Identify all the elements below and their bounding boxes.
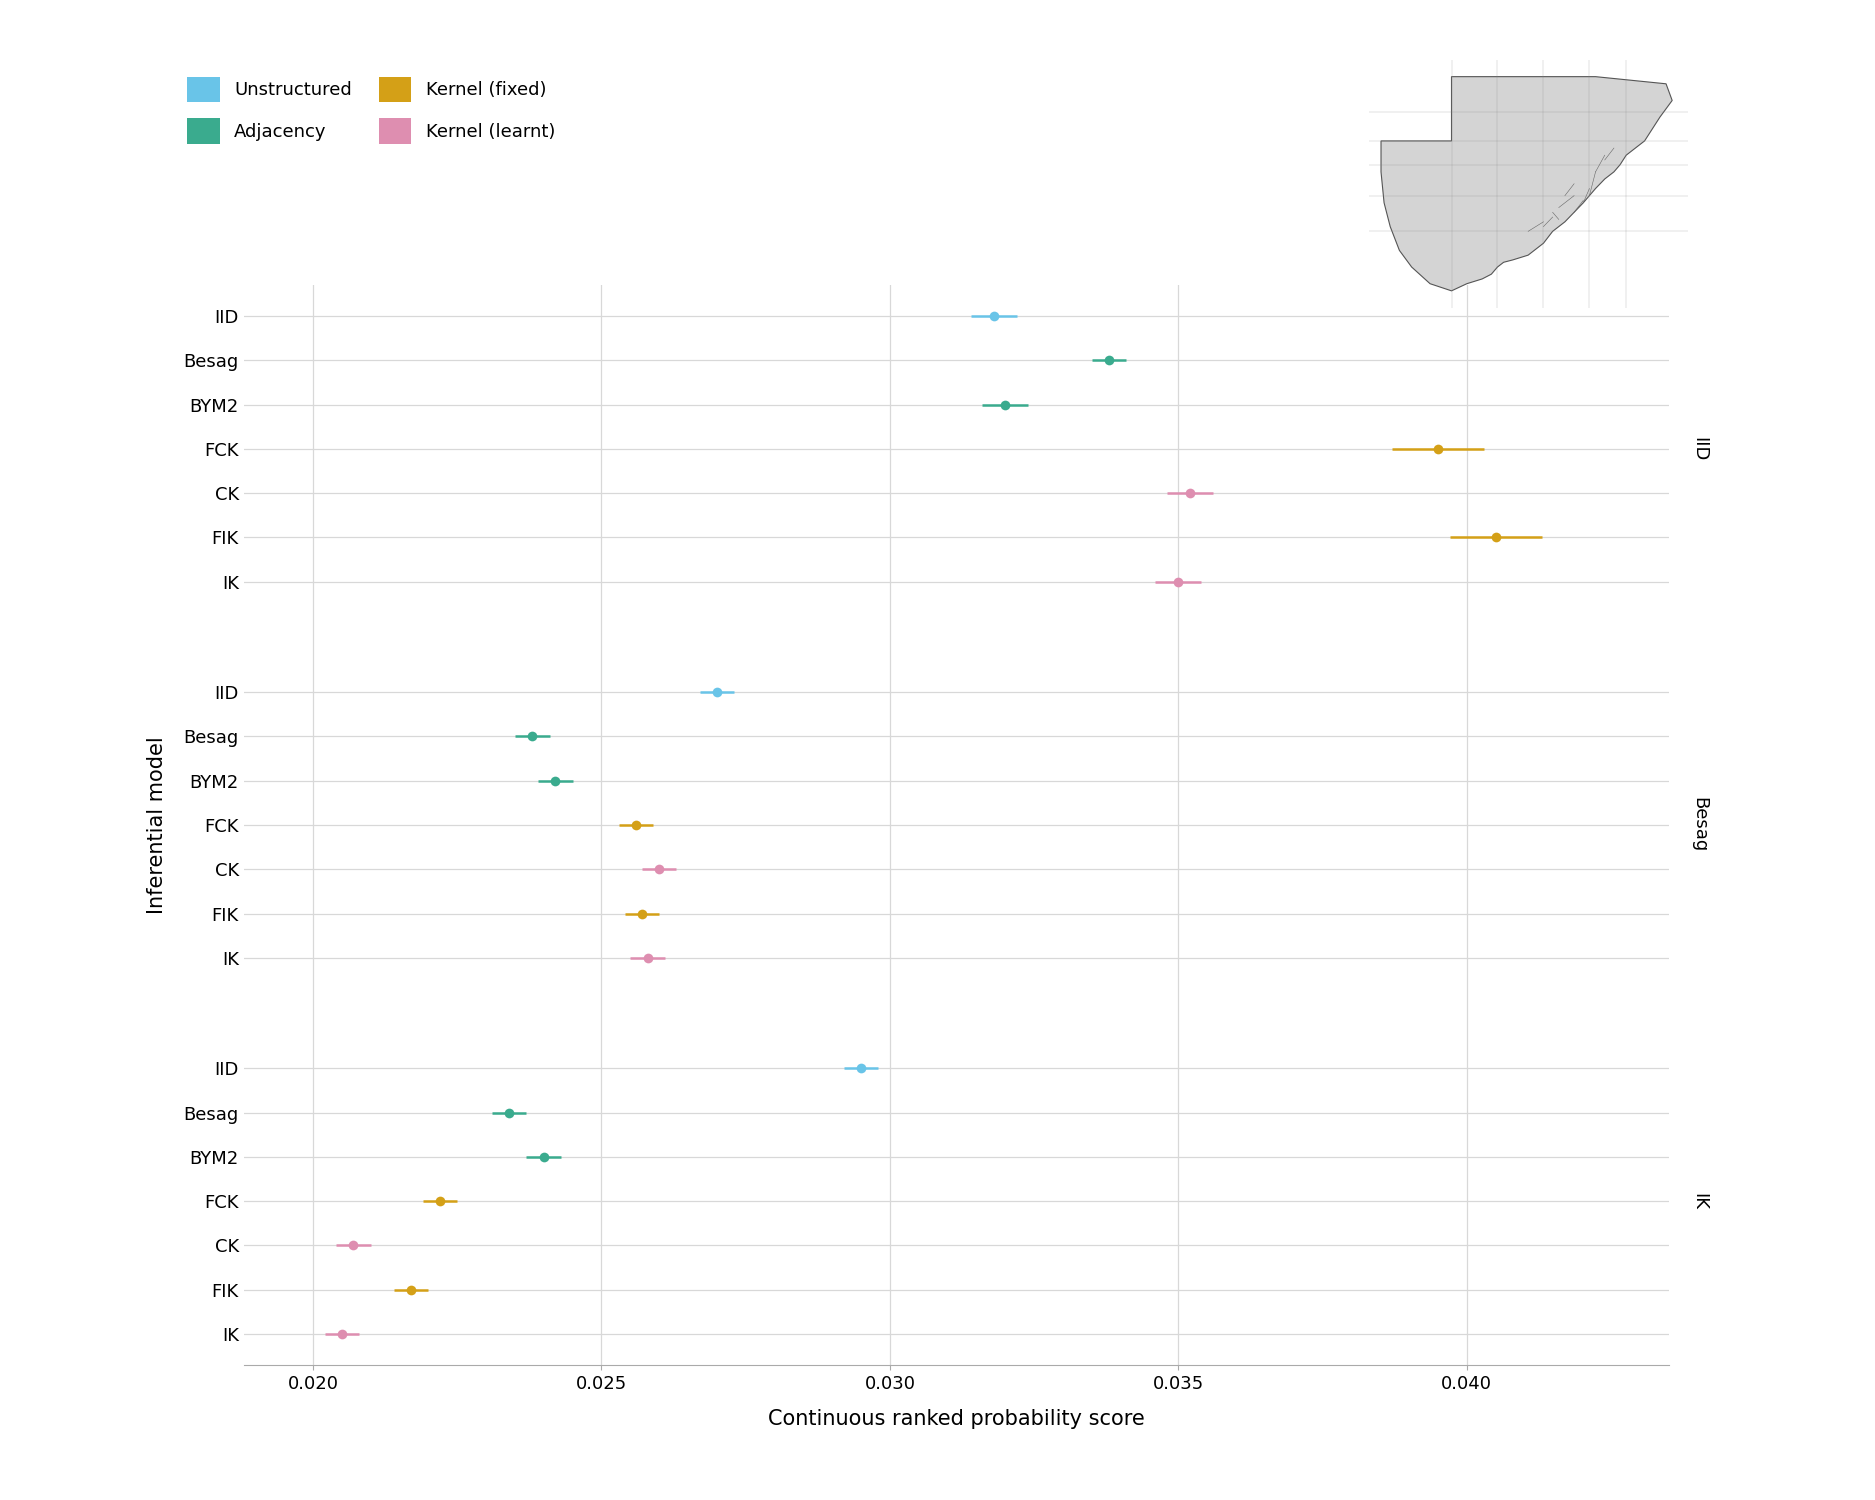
X-axis label: Continuous ranked probability score: Continuous ranked probability score <box>769 1410 1144 1430</box>
Y-axis label: Inferential model: Inferential model <box>146 736 167 914</box>
Text: Besag: Besag <box>1689 798 1708 852</box>
Text: IK: IK <box>1689 1192 1708 1209</box>
Polygon shape <box>1382 76 1672 291</box>
Legend: Unstructured, Adjacency, Kernel (fixed), Kernel (learnt): Unstructured, Adjacency, Kernel (fixed),… <box>188 76 555 144</box>
Text: IID: IID <box>1689 436 1708 460</box>
